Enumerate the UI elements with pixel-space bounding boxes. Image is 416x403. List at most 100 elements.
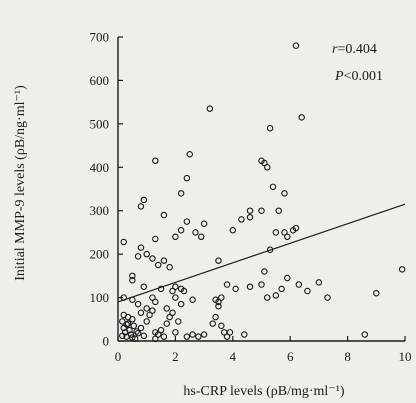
data-point (315, 279, 323, 286)
data-point (189, 296, 196, 303)
data-point (172, 233, 179, 241)
data-point (177, 300, 185, 308)
data-point (263, 294, 271, 301)
data-point (124, 313, 132, 321)
data-point (215, 303, 222, 310)
data-point (134, 253, 142, 260)
data-point (166, 313, 173, 321)
data-point (157, 326, 165, 334)
data-point (223, 333, 231, 340)
data-point (177, 190, 185, 197)
data-point (137, 309, 145, 317)
data-point (272, 292, 280, 299)
data-point (183, 333, 191, 340)
data-point (266, 246, 274, 254)
data-point (258, 281, 265, 288)
data-point (143, 250, 150, 258)
data-point (160, 257, 168, 264)
y-tick-label: 300 (90, 203, 110, 218)
data-point (218, 294, 225, 301)
data-point (172, 283, 179, 290)
data-point (258, 207, 265, 214)
data-point (281, 190, 288, 197)
data-point (292, 224, 300, 232)
data-point (278, 285, 285, 293)
data-point (160, 333, 168, 340)
data-point (163, 320, 171, 327)
data-point (229, 227, 237, 234)
y-tick-label: 400 (90, 160, 110, 175)
data-point (169, 287, 176, 295)
data-point (218, 322, 225, 330)
data-point (232, 285, 239, 293)
data-point (281, 229, 288, 236)
data-point (119, 318, 126, 325)
data-point (120, 238, 127, 246)
r-annotation: r=0.404 (332, 42, 377, 57)
y-tick-label: 500 (90, 116, 110, 131)
data-point (241, 331, 248, 338)
data-point (126, 326, 133, 334)
data-point (152, 298, 159, 306)
data-point (373, 289, 380, 297)
data-point (223, 281, 231, 288)
data-point (154, 331, 162, 338)
data-point (304, 287, 311, 295)
data-point (137, 244, 145, 251)
data-point (172, 294, 179, 301)
data-point (398, 266, 406, 273)
data-point (169, 309, 176, 317)
y-axis-title: Initial MMP-9 levels (ρB/ng·ml⁻¹) (13, 85, 28, 281)
data-point (183, 174, 191, 182)
data-point (177, 227, 185, 234)
data-point (166, 263, 173, 271)
data-point (197, 233, 205, 241)
data-point (137, 324, 145, 332)
data-point (130, 322, 138, 330)
data-point (163, 305, 171, 312)
data-point (129, 334, 136, 341)
data-point (272, 229, 280, 236)
data-point (133, 328, 140, 335)
data-point (154, 261, 162, 269)
y-tick-label: 100 (90, 290, 110, 305)
data-point (284, 233, 291, 241)
data-point (183, 218, 191, 225)
data-point (129, 272, 136, 280)
data-point (149, 307, 156, 314)
data-point (284, 274, 291, 282)
y-tick-label: 700 (90, 30, 110, 45)
data-point (361, 331, 369, 338)
data-point (189, 331, 196, 338)
data-point (149, 255, 156, 262)
data-point (123, 321, 130, 328)
data-point (215, 257, 222, 264)
y-tick-label: 0 (103, 334, 110, 349)
data-points (119, 42, 406, 343)
data-point (269, 183, 277, 191)
data-point (206, 105, 214, 112)
data-point (129, 296, 136, 303)
x-tick-label: 4 (230, 349, 237, 364)
data-point (175, 318, 182, 325)
data-point (192, 229, 199, 236)
data-point (143, 305, 150, 312)
data-point (275, 207, 282, 214)
data-point (172, 329, 179, 336)
x-tick-label: 0 (115, 349, 122, 364)
data-point (120, 294, 127, 301)
x-tick-label: 10 (399, 349, 412, 364)
data-point (246, 213, 254, 221)
regression-line (117, 203, 406, 303)
data-point (152, 335, 159, 343)
data-point (238, 216, 245, 223)
x-tick-label: 8 (344, 349, 351, 364)
data-point (261, 159, 268, 167)
plot-area: 0 100 200 300 400 500 600 700 0 2 4 6 8 10 (90, 30, 412, 365)
data-point (215, 298, 222, 306)
data-point (157, 285, 165, 293)
data-point (143, 318, 150, 325)
data-point (137, 203, 145, 210)
p-annotation: P<0.001 (334, 69, 383, 84)
